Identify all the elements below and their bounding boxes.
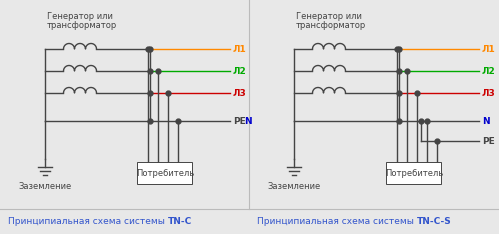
Text: Л2: Л2 [233,66,247,76]
Text: TN-C-S: TN-C-S [417,216,452,226]
Text: N: N [244,117,251,125]
Text: PE: PE [233,117,246,125]
Text: Заземление: Заземление [267,182,321,191]
Text: Потребитель: Потребитель [136,168,194,178]
Text: Принципиальная схема системы: Принципиальная схема системы [8,216,168,226]
Text: Л1: Л1 [482,44,496,54]
Text: N: N [482,117,490,125]
Text: трансформатор: трансформатор [47,21,117,30]
Text: трансформатор: трансформатор [296,21,366,30]
Text: Генератор или: Генератор или [296,12,362,21]
Bar [138,162,193,184]
Text: Принципиальная схема системы: Принципиальная схема системы [257,216,417,226]
Text: TN-C: TN-C [168,216,192,226]
Text: Л2: Л2 [482,66,496,76]
Text: PE: PE [482,136,495,146]
Text: Потребитель: Потребитель [385,168,443,178]
Bar [387,162,442,184]
Text: Л3: Л3 [482,88,496,98]
Text: Генератор или: Генератор или [47,12,113,21]
Text: Заземление: Заземление [18,182,72,191]
Text: Л1: Л1 [233,44,247,54]
Text: Л3: Л3 [233,88,247,98]
